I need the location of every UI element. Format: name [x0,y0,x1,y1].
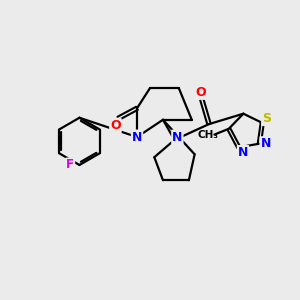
Text: N: N [132,130,142,143]
Text: O: O [110,119,121,132]
Text: N: N [238,146,248,159]
Text: F: F [66,158,74,172]
Text: S: S [262,112,271,125]
Text: N: N [172,130,182,143]
Text: O: O [195,86,206,99]
Text: N: N [260,137,271,150]
Text: CH₃: CH₃ [198,130,219,140]
